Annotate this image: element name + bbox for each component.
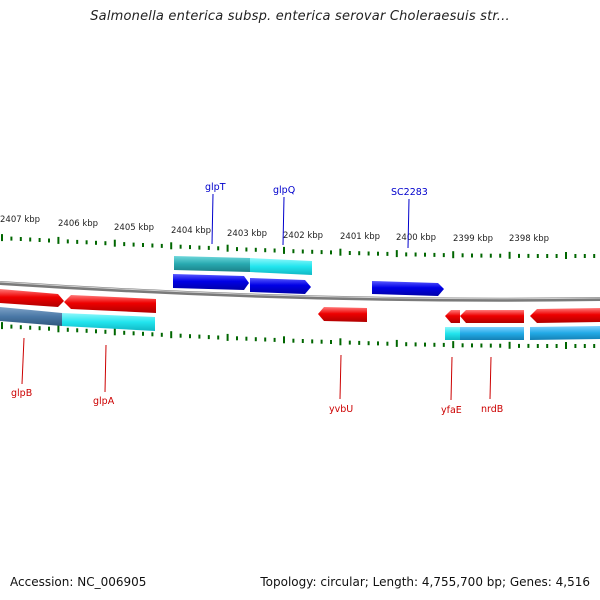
gene-SC2283-arrow[interactable] <box>372 281 444 296</box>
reverse-genes <box>0 289 600 323</box>
gene-label-nrdB[interactable]: nrdB <box>481 404 503 415</box>
reverse-gene-arrow[interactable] <box>530 308 600 323</box>
genome-title: Salmonella enterica subsp. enterica sero… <box>90 9 510 24</box>
ruler-label: 2402 kbp <box>283 231 323 241</box>
ruler-label: 2405 kbp <box>114 223 154 233</box>
gene-label-yvbU[interactable]: yvbU <box>329 404 353 415</box>
cds-feature[interactable] <box>62 313 155 331</box>
gene-glpQ-arrow[interactable] <box>250 278 311 294</box>
gene-label-SC2283[interactable]: SC2283 <box>391 187 428 198</box>
label-leader <box>21 337 25 385</box>
cds-feature[interactable] <box>530 326 600 340</box>
ruler-label: 2403 kbp <box>227 229 267 239</box>
ruler-labels: 2407 kbp 2406 kbp 2405 kbp 2404 kbp 2403… <box>0 215 549 244</box>
label-leader <box>282 196 285 246</box>
label-leader <box>104 344 107 393</box>
gene-glpB-arrow[interactable] <box>0 289 64 307</box>
reverse-gene-labels: glpB glpA yvbU yfaE nrdB <box>11 337 503 416</box>
gene-yfaE-arrow[interactable] <box>445 310 460 323</box>
label-leader <box>450 356 453 401</box>
cds-feature[interactable] <box>0 307 62 326</box>
forward-cds-row <box>174 256 312 275</box>
ruler-label: 2401 kbp <box>340 232 380 242</box>
backbone-highlight <box>0 281 600 300</box>
genome-summary-text: Topology: circular; Length: 4,755,700 bp… <box>260 575 590 589</box>
label-leader <box>407 198 410 249</box>
upper-tick-row <box>1 234 596 259</box>
gene-label-glpQ[interactable]: glpQ <box>273 185 295 196</box>
gene-label-glpA[interactable]: glpA <box>93 396 115 407</box>
forward-genes <box>173 274 444 296</box>
lower-tick-row <box>1 322 596 349</box>
gene-label-yfaE[interactable]: yfaE <box>441 405 462 416</box>
ruler-label: 2399 kbp <box>453 234 493 244</box>
genome-backbone <box>0 281 600 302</box>
ruler-label: 2406 kbp <box>58 219 98 229</box>
gene-label-glpT[interactable]: glpT <box>205 182 226 193</box>
gene-nrdB-arrow[interactable] <box>460 310 524 323</box>
gene-yvbU-arrow[interactable] <box>318 307 367 322</box>
label-leader <box>339 354 342 400</box>
gene-glpA-arrow[interactable] <box>64 295 156 313</box>
accession-text: Accession: NC_006905 <box>10 575 147 589</box>
cds-feature[interactable] <box>174 256 250 272</box>
forward-gene-labels: glpT glpQ SC2283 <box>205 182 428 249</box>
ruler-label: 2398 kbp <box>509 234 549 244</box>
reverse-cds-row <box>0 307 600 340</box>
gene-label-glpB[interactable]: glpB <box>11 388 32 399</box>
cds-feature[interactable] <box>460 327 524 340</box>
ruler-label: 2404 kbp <box>171 226 211 236</box>
label-leader <box>211 193 214 245</box>
ruler-label: 2400 kbp <box>396 233 436 243</box>
gene-glpT-arrow[interactable] <box>173 274 249 290</box>
cds-feature[interactable] <box>250 258 312 275</box>
label-leader <box>489 356 492 400</box>
ruler-label: 2407 kbp <box>0 215 40 225</box>
cds-feature[interactable] <box>445 327 460 340</box>
